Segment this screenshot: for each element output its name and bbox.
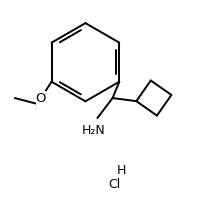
Text: H: H [117, 164, 126, 177]
Text: O: O [36, 92, 46, 104]
Text: Cl: Cl [109, 178, 121, 191]
Text: H₂N: H₂N [82, 124, 106, 137]
